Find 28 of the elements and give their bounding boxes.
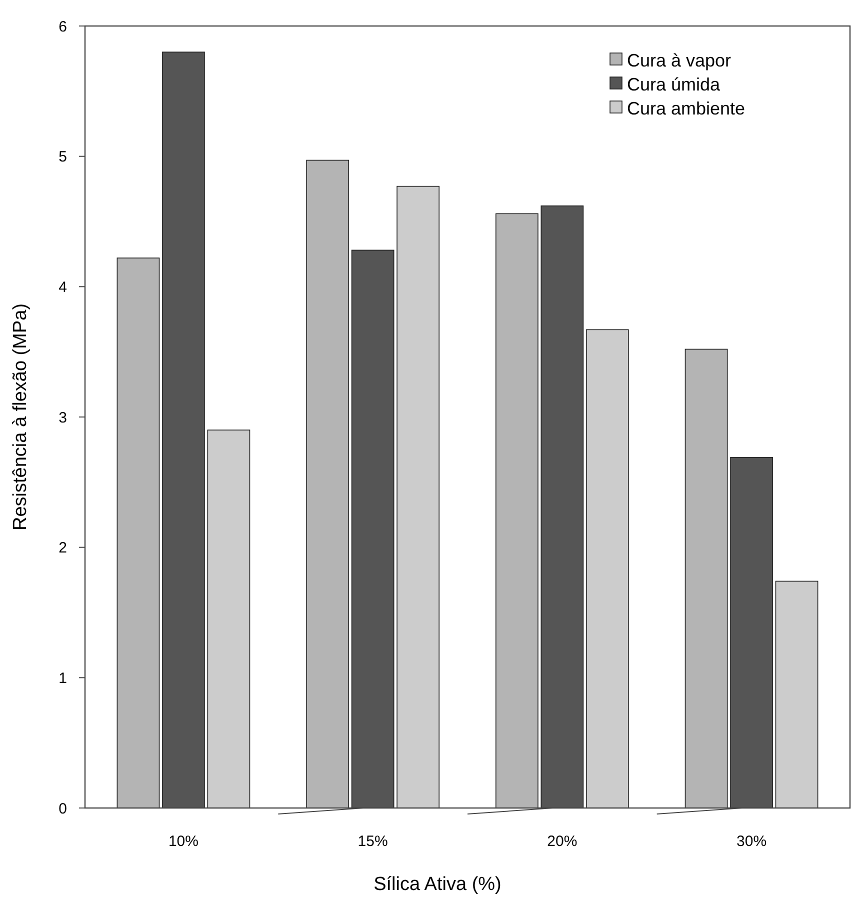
y-tick-label: 0 [58,800,67,818]
bar [496,213,538,808]
bar [116,258,160,808]
legend-label: Cura ambiente [627,98,746,118]
y-tick-label: 5 [58,148,67,166]
x-tick-label: 30% [736,833,767,850]
bar [684,348,728,808]
x-tick-label: 15% [358,833,388,850]
bar [351,250,394,808]
y-tick-label: 1 [58,670,67,687]
legend-label: Cura úmida [627,74,722,94]
y-axis-title: Resistência à flexão (MPa) [10,303,31,531]
bar [540,205,584,808]
bar [162,52,205,808]
bar [775,580,818,808]
x-tick-label: 20% [547,833,578,850]
x-tick-label: 10% [168,833,198,850]
x-axis-title: Sílica Ativa (%) [374,874,502,895]
legend-label: Cura à vapor [627,50,732,70]
y-tick-label: 2 [58,540,67,557]
y-tick-label: 3 [58,409,67,426]
bar [730,457,773,808]
y-tick-label: 6 [58,18,67,36]
bar [396,186,440,808]
bar [586,329,629,808]
y-tick-label: 4 [58,278,67,296]
bar [306,160,350,808]
bar [207,430,250,808]
